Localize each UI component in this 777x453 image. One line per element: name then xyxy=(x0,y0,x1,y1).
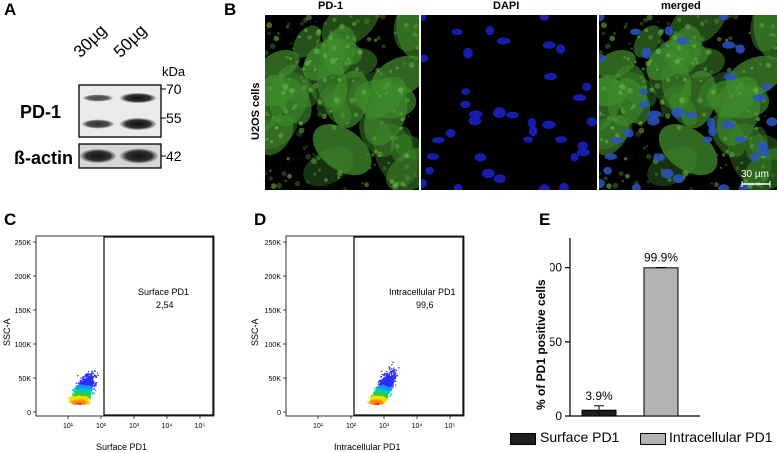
x-tick-label: 10³ xyxy=(379,423,390,430)
y-tick-label: 250K xyxy=(15,240,32,247)
bar-chart: 0 50 100 3.9% 99.9% xyxy=(550,238,700,423)
y-tick-label: 100 xyxy=(550,261,562,275)
column-label-pd1: PD-1 xyxy=(318,0,344,12)
panel-c-gate-value: 2,54 xyxy=(156,300,174,310)
data-label-1: 99.9% xyxy=(644,251,678,265)
band-pd1-upper-50 xyxy=(120,93,156,103)
legend: Surface PD1 Intracellular PD1 xyxy=(508,428,777,448)
panel-b-letter: B xyxy=(224,0,237,19)
flow-plot-intracellular: 250K 200K 150K 100K 50K 0 10¹ 10² 10³ 10⁴ 10⁵ xyxy=(265,235,465,430)
x-tick-label: 10⁵ xyxy=(445,423,456,430)
band-pd1-lower-50 xyxy=(120,118,156,130)
pd1-blot-strip xyxy=(78,84,162,138)
legend-label-intracellular: Intracellular PD1 xyxy=(669,429,773,445)
x-tick-label: 10⁴ xyxy=(412,423,423,430)
legend-swatch-surface xyxy=(510,433,536,445)
panel-a-letter: A xyxy=(4,0,17,19)
x-tick-label: 10⁵ xyxy=(195,423,206,430)
micrograph-pd1 xyxy=(265,15,419,190)
panel-d-gate-value: 99,6 xyxy=(416,300,434,310)
scale-bar-label: 30 µm xyxy=(741,169,769,180)
lane-label-30ug: 30µg xyxy=(69,20,111,62)
y-tick-label: 150K xyxy=(15,308,32,315)
marker-42: 42 xyxy=(166,148,182,164)
y-tick-label: 0 xyxy=(277,410,281,417)
micrograph-merged xyxy=(599,15,777,190)
panel-d-yticks: 250K 200K 150K 100K 50K 0 xyxy=(265,240,286,417)
band-actin-50 xyxy=(120,148,158,164)
y-tick-label: 0 xyxy=(555,409,562,423)
y-tick-label: 250K xyxy=(265,240,282,247)
y-tick-label: 0 xyxy=(27,410,31,417)
x-tick-label: 10¹ xyxy=(63,423,74,430)
marker-70: 70 xyxy=(166,81,182,97)
legend-swatch-intracellular xyxy=(640,433,666,445)
marker-55: 55 xyxy=(166,110,182,126)
band-pd1-upper-30 xyxy=(83,94,113,102)
western-blot xyxy=(78,84,166,169)
y-tick-label: 50K xyxy=(19,376,32,383)
scale-bar xyxy=(741,181,771,187)
panel-c-letter: C xyxy=(4,210,17,229)
panel-d-gate-label: Intracellular PD1 xyxy=(389,287,456,297)
column-label-merged: merged xyxy=(661,0,701,12)
micrograph-dapi xyxy=(421,15,597,190)
panel-c-xlabel: Surface PD1 xyxy=(96,442,148,452)
y-tick-label: 100K xyxy=(15,342,32,349)
y-tick-label: 100K xyxy=(265,342,282,349)
x-tick-label: 10¹ xyxy=(313,423,324,430)
x-tick-label: 10³ xyxy=(129,423,140,430)
data-label-0: 3.9% xyxy=(585,389,613,403)
y-tick-label: 200K xyxy=(265,274,282,281)
panel-d-letter: D xyxy=(254,210,267,229)
row-label-beta-actin: ß-actin xyxy=(14,148,74,168)
row-label-pd1: PD-1 xyxy=(20,102,62,122)
band-pd1-lower-30 xyxy=(82,119,114,129)
band-actin-30 xyxy=(80,149,116,163)
panel-d-xticks: 10¹ 10² 10³ 10⁴ 10⁵ xyxy=(313,416,455,430)
legend-label-surface: Surface PD1 xyxy=(540,429,620,445)
bar-1 xyxy=(643,267,679,417)
y-tick-label: 200K xyxy=(15,274,32,281)
y-tick-label: 50 xyxy=(550,335,562,349)
panel-e-letter: E xyxy=(539,210,551,229)
y-tick-label: 150K xyxy=(265,308,282,315)
x-tick-label: 10⁴ xyxy=(162,423,173,430)
lane-label-50ug: 50µg xyxy=(109,20,151,62)
kda-unit-label: kDa xyxy=(162,64,186,79)
panel-c-xticks: 10¹ 10² 10³ 10⁴ 10⁵ xyxy=(63,416,205,430)
flow-plot-surface: 250K 200K 150K 100K 50K 0 10¹ 10² 10³ 10⁴ 10⁵ xyxy=(15,235,215,430)
x-tick-label: 10² xyxy=(346,423,357,430)
row-label-u2os: U2OS cells xyxy=(250,82,262,140)
y-tick-label: 50K xyxy=(269,376,282,383)
column-label-dapi: DAPI xyxy=(493,0,520,12)
panel-c-gate-label: Surface PD1 xyxy=(138,287,190,297)
x-tick-label: 10² xyxy=(96,423,107,430)
panel-c-yticks: 250K 200K 150K 100K 50K 0 xyxy=(15,240,36,417)
panel-d-xlabel: Intracellular PD1 xyxy=(334,442,401,452)
panel-e-ylabel: % of PD1 positive cells xyxy=(534,279,548,410)
